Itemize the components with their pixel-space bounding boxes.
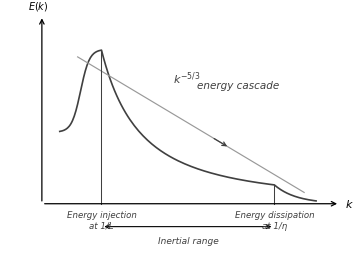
Text: $E($k$)$: $E($k$)$ (28, 0, 49, 13)
Text: Energy dissipation
at 1/η: Energy dissipation at 1/η (235, 211, 314, 231)
Text: Energy injection
at 1/L: Energy injection at 1/L (66, 211, 136, 231)
Text: energy cascade: energy cascade (197, 81, 279, 91)
Text: $k$: $k$ (345, 198, 354, 210)
Text: Inertial range: Inertial range (157, 237, 218, 246)
Text: $k^{-5/3}$: $k^{-5/3}$ (173, 70, 201, 87)
